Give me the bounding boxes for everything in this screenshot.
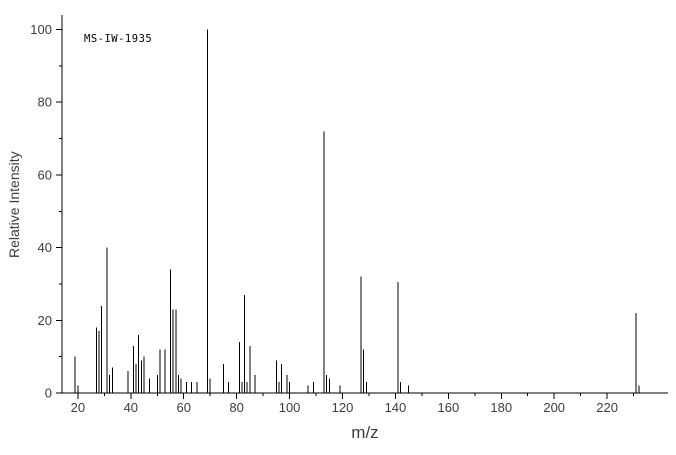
x-tick-label: 120: [332, 400, 354, 415]
x-axis-title: m/z: [351, 423, 379, 442]
x-tick-label: 180: [490, 400, 512, 415]
y-tick-label: 60: [38, 167, 52, 182]
axes: [56, 15, 668, 399]
y-tick-label: 100: [30, 22, 52, 37]
y-tick-label: 80: [38, 95, 52, 110]
x-tick-label: 80: [229, 400, 243, 415]
x-tick-label: 140: [385, 400, 407, 415]
spectrum-id-label: MS-IW-1935: [84, 33, 153, 45]
y-axis-title: Relative Intensity: [6, 151, 22, 258]
x-tick-label: 100: [279, 400, 301, 415]
x-tick-label: 220: [596, 400, 618, 415]
peaks: [74, 29, 640, 393]
y-tick-label: 0: [45, 386, 52, 401]
x-tick-label: 20: [71, 400, 85, 415]
x-tick-label: 40: [124, 400, 138, 415]
x-tick-label: 200: [543, 400, 565, 415]
y-tick-label: 20: [38, 313, 52, 328]
x-tick-label: 60: [176, 400, 190, 415]
tick-labels: 20 40 60 80 100 120 140 160 180 200 220 0 20 40 60 80 10…: [30, 22, 618, 415]
y-tick-label: 40: [38, 240, 52, 255]
x-tick-label: 160: [438, 400, 460, 415]
